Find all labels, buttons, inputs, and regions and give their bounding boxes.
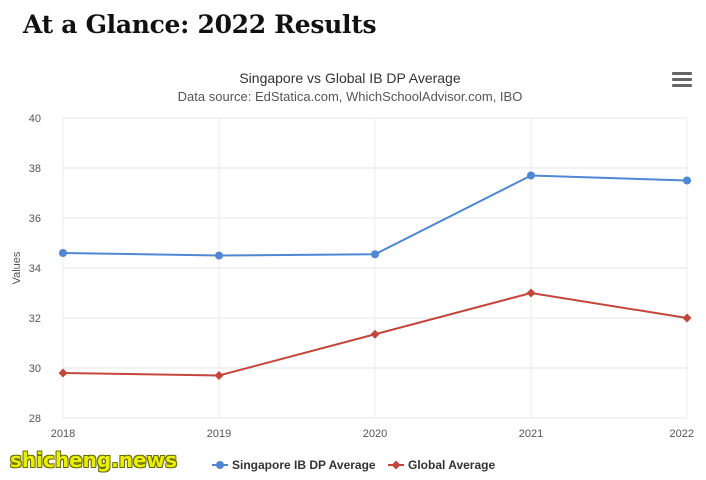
watermark-text: shicheng.news [10, 448, 177, 472]
y-tick-label: 30 [29, 363, 41, 375]
data-point[interactable] [682, 313, 692, 323]
x-tick-label: 2019 [207, 428, 231, 440]
y-tick-label: 40 [29, 113, 41, 125]
legend-marker [216, 461, 224, 469]
page-title: At a Glance: 2022 Results [23, 10, 377, 39]
chart-series [58, 171, 692, 380]
hamburger-menu-icon [672, 72, 692, 75]
data-point[interactable] [526, 288, 536, 298]
legend-item-label[interactable]: Global Average [408, 458, 495, 472]
legend-item-label[interactable]: Singapore IB DP Average [232, 458, 376, 472]
data-point[interactable] [371, 250, 379, 259]
chart-subtitle: Data source: EdStatica.com, WhichSchoolA… [178, 89, 523, 104]
x-tick-label: 2018 [51, 428, 75, 440]
y-tick-label: 28 [29, 413, 41, 425]
chart-title: Singapore vs Global IB DP Average [239, 70, 461, 86]
x-axis-ticks: 2018 2019 2020 2021 2022 [51, 428, 694, 440]
data-point[interactable] [214, 371, 224, 380]
data-point[interactable] [370, 329, 380, 339]
data-point[interactable] [683, 176, 691, 185]
y-tick-label: 32 [29, 313, 41, 325]
data-point[interactable] [215, 251, 223, 260]
chart-legend: Singapore IB DP Average Global Average [212, 458, 495, 472]
y-axis-label: Values [11, 251, 23, 284]
chart-menu-button[interactable] [672, 72, 692, 90]
y-tick-label: 38 [29, 163, 41, 175]
data-point[interactable] [58, 368, 68, 378]
legend-marker [391, 460, 401, 470]
x-tick-label: 2020 [363, 428, 387, 440]
y-tick-label: 36 [29, 213, 41, 225]
x-tick-label: 2022 [670, 428, 694, 440]
data-point[interactable] [59, 249, 67, 257]
y-tick-label: 34 [29, 263, 41, 275]
chart-grid [62, 117, 688, 419]
x-tick-label: 2021 [519, 428, 543, 440]
data-point[interactable] [527, 171, 535, 180]
y-axis-ticks: 28 30 32 34 36 38 40 [29, 113, 41, 425]
